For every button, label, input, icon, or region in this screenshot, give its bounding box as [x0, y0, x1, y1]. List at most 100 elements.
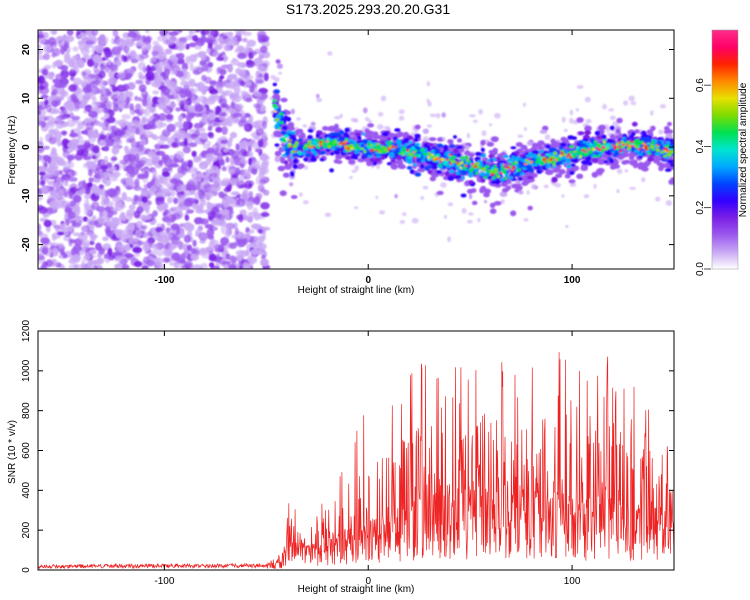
noise-blob — [221, 90, 226, 100]
noise-blob — [60, 176, 65, 183]
noise-blob — [38, 145, 45, 154]
ridge-blob — [345, 155, 352, 160]
ridge-blob — [288, 142, 291, 145]
noise-blob — [154, 178, 160, 188]
ridge-blob — [603, 160, 609, 164]
ridge-blob — [273, 110, 278, 113]
noise-blob — [212, 50, 220, 58]
noise-blob — [76, 59, 84, 68]
noise-blob — [51, 234, 57, 241]
noise-blob — [172, 66, 182, 71]
ridge-blob — [427, 169, 433, 175]
noise-blob — [255, 195, 261, 205]
noise-blob — [89, 220, 99, 226]
noise-blob — [244, 249, 250, 257]
noise-blob — [144, 108, 151, 117]
noise-blob — [258, 170, 265, 179]
noise-blob — [208, 112, 215, 120]
noise-blob — [193, 155, 201, 163]
noise-blob — [43, 145, 50, 150]
ridge-blob — [651, 140, 655, 145]
noise-blob — [67, 142, 75, 148]
noise-blob — [188, 142, 198, 148]
ridge-blob — [616, 117, 623, 124]
noise-blob — [51, 94, 61, 101]
ridge-blob — [420, 163, 425, 169]
ridge-blob — [471, 188, 477, 193]
ridge-blob — [493, 201, 502, 206]
ridge-blob — [435, 156, 439, 160]
ridge-blob — [486, 141, 495, 147]
noise-blob — [235, 255, 243, 262]
noise-blob — [191, 172, 196, 178]
noise-blob — [259, 153, 268, 162]
noise-blob — [411, 217, 419, 224]
ridge-blob — [520, 144, 528, 150]
noise-blob — [221, 126, 228, 135]
ridge-blob — [586, 152, 590, 156]
noise-blob — [164, 78, 171, 84]
noise-blob — [63, 230, 69, 236]
ridge-blob — [637, 148, 641, 151]
noise-blob — [84, 117, 93, 124]
ridge-blob — [480, 139, 486, 146]
noise-blob — [375, 195, 379, 200]
noise-blob — [138, 97, 143, 102]
ridge-blob — [448, 153, 453, 156]
noise-blob — [179, 141, 189, 147]
noise-blob — [145, 71, 155, 80]
noise-blob — [237, 52, 247, 59]
spectrogram-x-ticks: -100 0 100 — [154, 30, 581, 286]
noise-blob — [49, 163, 55, 172]
ridge-blob — [408, 140, 413, 145]
ridge-blob — [511, 183, 519, 189]
ridge-blob — [328, 133, 333, 137]
noise-blob — [123, 154, 133, 162]
ridge-blob — [591, 157, 599, 163]
noise-blob — [334, 115, 341, 120]
noise-blob — [170, 70, 178, 75]
noise-blob — [155, 248, 164, 257]
ridge-blob — [331, 139, 336, 143]
noise-blob — [170, 223, 180, 231]
ridge-blob — [542, 125, 549, 131]
noise-blob — [210, 30, 220, 38]
ridge-blob — [556, 142, 562, 148]
noise-blob — [209, 239, 219, 245]
ridge-blob — [284, 148, 289, 152]
ridge-blob — [628, 144, 631, 148]
noise-blob — [104, 159, 109, 165]
ridge-blob — [545, 153, 550, 157]
ridge-blob — [471, 163, 474, 166]
noise-blob — [484, 200, 487, 204]
noise-blob — [91, 102, 101, 107]
noise-blob — [248, 157, 253, 166]
ridge-blob — [394, 128, 401, 132]
ridge-blob — [459, 156, 465, 160]
ridge-blob — [489, 208, 497, 214]
ridge-blob — [411, 146, 415, 150]
ridge-blob — [530, 169, 534, 173]
noise-blob — [257, 30, 267, 39]
noise-blob — [72, 232, 80, 237]
noise-blob — [186, 114, 192, 123]
ridge-blob — [551, 160, 556, 165]
ridge-blob — [434, 149, 440, 153]
noise-blob — [246, 39, 257, 47]
noise-blob — [585, 118, 592, 124]
noise-blob — [151, 135, 160, 140]
noise-blob — [179, 87, 189, 94]
ridge-blob — [480, 154, 486, 158]
noise-blob — [165, 137, 173, 143]
noise-blob — [142, 232, 149, 239]
ridge-blob — [354, 146, 360, 150]
ridge-blob — [315, 133, 320, 138]
noise-blob — [152, 90, 160, 95]
noise-blob — [426, 98, 430, 103]
noise-blob — [57, 231, 65, 236]
ridge-blob — [527, 158, 531, 161]
noise-blob — [137, 173, 146, 180]
noise-blob — [500, 199, 505, 204]
ridge-blob — [526, 175, 534, 180]
ridge-blob — [366, 145, 372, 149]
